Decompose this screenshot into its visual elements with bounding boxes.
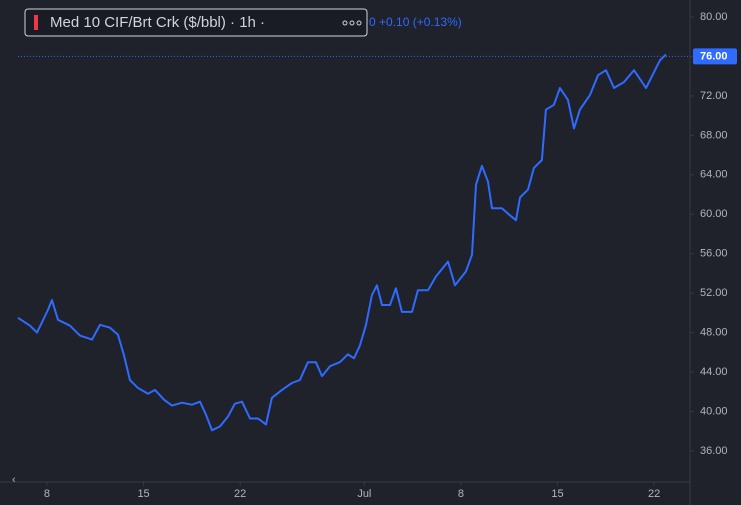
x-tick-label: 22 <box>648 488 660 500</box>
x-tick-label: 8 <box>458 488 464 500</box>
price-label-bg <box>693 48 737 65</box>
y-tick-label: 60.00 <box>700 208 728 220</box>
price-label: 76.00 <box>700 50 728 62</box>
y-tick-label: 44.00 <box>700 366 728 378</box>
x-tick-label: 8 <box>44 488 50 500</box>
y-tick-label: 48.00 <box>700 327 728 339</box>
change-text: 0 +0.10 (+0.13%) <box>369 15 462 29</box>
y-tick-label: 64.00 <box>700 169 728 181</box>
y-tick-label: 72.00 <box>700 90 728 102</box>
price-line <box>17 53 667 432</box>
y-tick-label: 80.00 <box>700 11 728 23</box>
x-tick-label: 15 <box>137 488 149 500</box>
plot <box>17 53 690 432</box>
x-tick-label: 15 <box>551 488 563 500</box>
y-tick-label: 68.00 <box>700 129 728 141</box>
y-tick-label: 40.00 <box>700 405 728 417</box>
y-tick-label: 56.00 <box>700 248 728 260</box>
y-tick-label: 36.00 <box>700 445 728 457</box>
legend-marker <box>34 15 38 30</box>
x-tick-label: Jul <box>357 488 371 500</box>
more-icon[interactable] <box>342 20 362 26</box>
legend-title: Med 10 CIF/Brt Crk ($/bbl) · 1h · <box>50 14 265 31</box>
y-tick-label: 52.00 <box>700 287 728 299</box>
legend-box[interactable] <box>24 8 368 37</box>
x-tick-label: 22 <box>234 488 246 500</box>
scroll-arrow[interactable]: ‹ <box>12 474 16 486</box>
